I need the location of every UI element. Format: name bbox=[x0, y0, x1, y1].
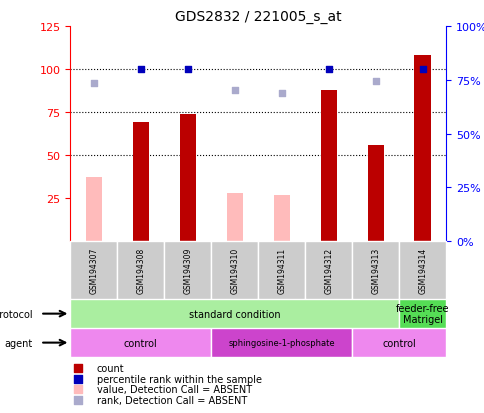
Text: standard condition: standard condition bbox=[189, 309, 280, 319]
Text: GSM194312: GSM194312 bbox=[324, 247, 333, 294]
Text: GSM194314: GSM194314 bbox=[417, 247, 426, 294]
Text: count: count bbox=[96, 363, 124, 373]
Bar bbox=[226, 194, 242, 242]
Text: GSM194311: GSM194311 bbox=[277, 247, 286, 294]
Bar bbox=[320, 90, 336, 242]
Bar bbox=[70, 242, 117, 299]
Bar bbox=[273, 195, 289, 242]
Text: value, Detection Call = ABSENT: value, Detection Call = ABSENT bbox=[96, 385, 251, 394]
Text: GSM194313: GSM194313 bbox=[370, 247, 379, 294]
Bar bbox=[351, 328, 445, 357]
Bar bbox=[132, 123, 149, 242]
Text: GSM194309: GSM194309 bbox=[183, 247, 192, 294]
Bar bbox=[179, 114, 196, 242]
Bar bbox=[367, 145, 383, 242]
Bar bbox=[257, 242, 304, 299]
Point bbox=[277, 90, 285, 97]
Bar bbox=[70, 328, 211, 357]
Point bbox=[90, 80, 97, 87]
Bar bbox=[70, 299, 398, 328]
Point bbox=[418, 66, 426, 73]
Point bbox=[74, 365, 81, 372]
Text: agent: agent bbox=[4, 338, 32, 348]
Point bbox=[136, 66, 144, 73]
Point bbox=[230, 87, 238, 94]
Bar bbox=[351, 242, 398, 299]
Point bbox=[74, 386, 81, 393]
Bar bbox=[398, 242, 445, 299]
Bar bbox=[398, 299, 445, 328]
Bar bbox=[211, 328, 351, 357]
Point bbox=[371, 78, 379, 85]
Point bbox=[183, 66, 191, 73]
Text: GSM194310: GSM194310 bbox=[230, 247, 239, 294]
Point bbox=[324, 66, 332, 73]
Text: GSM194307: GSM194307 bbox=[89, 247, 98, 294]
Text: percentile rank within the sample: percentile rank within the sample bbox=[96, 374, 261, 384]
Point bbox=[74, 397, 81, 404]
Bar bbox=[85, 178, 102, 242]
Bar bbox=[164, 242, 211, 299]
Title: GDS2832 / 221005_s_at: GDS2832 / 221005_s_at bbox=[175, 10, 341, 24]
Text: sphingosine-1-phosphate: sphingosine-1-phosphate bbox=[228, 338, 334, 347]
Bar bbox=[304, 242, 351, 299]
Bar bbox=[117, 242, 164, 299]
Point bbox=[74, 376, 81, 382]
Text: feeder-free
Matrigel: feeder-free Matrigel bbox=[395, 303, 449, 325]
Text: rank, Detection Call = ABSENT: rank, Detection Call = ABSENT bbox=[96, 395, 246, 405]
Text: control: control bbox=[381, 338, 415, 348]
Bar bbox=[414, 56, 430, 242]
Text: GSM194308: GSM194308 bbox=[136, 247, 145, 294]
Text: growth protocol: growth protocol bbox=[0, 309, 32, 319]
Bar bbox=[211, 242, 257, 299]
Text: control: control bbox=[124, 338, 157, 348]
